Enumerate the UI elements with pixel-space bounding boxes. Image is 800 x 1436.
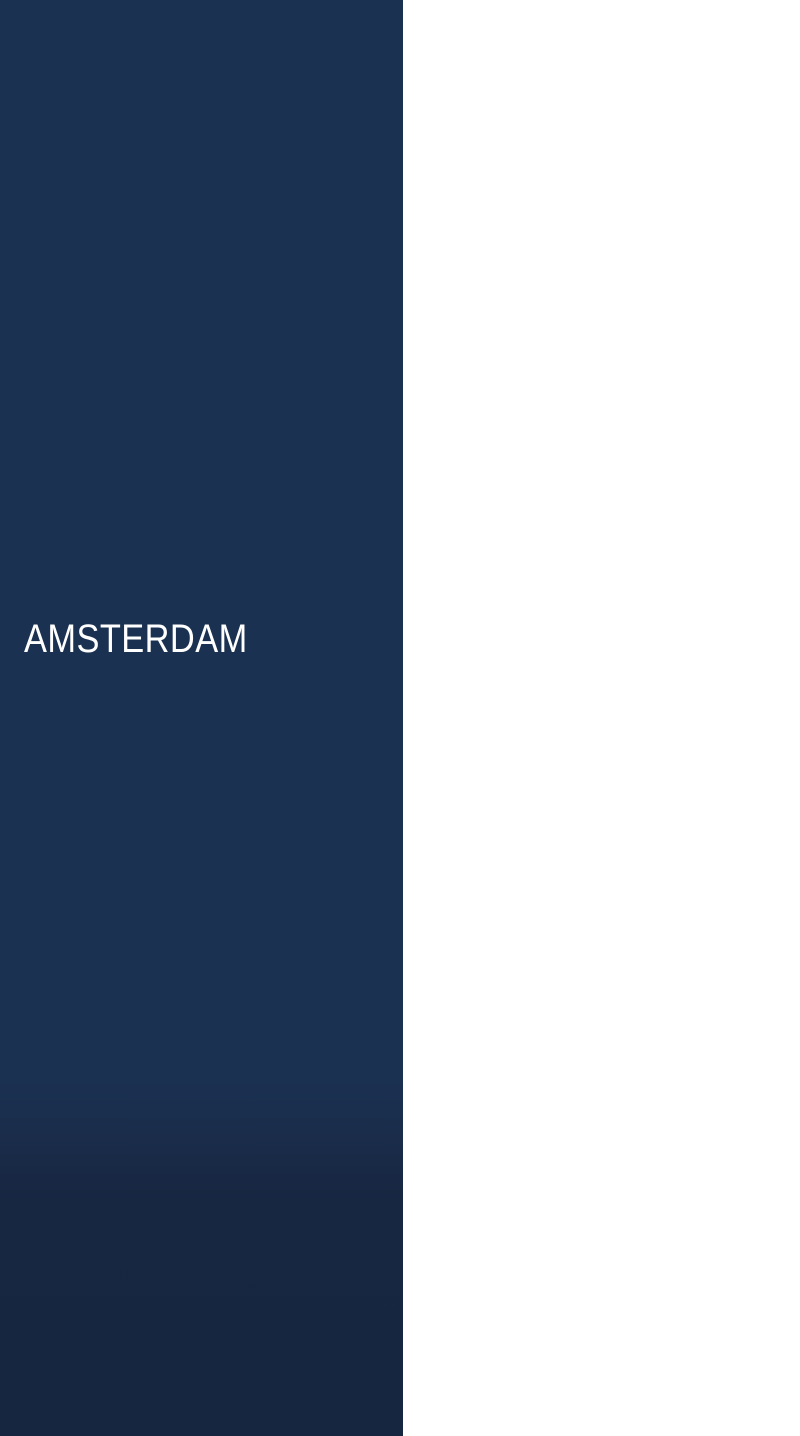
city-panel[interactable]: AMSTERDAM <box>0 0 403 1436</box>
city-title: AMSTERDAM <box>24 617 248 661</box>
content-panel <box>403 0 800 1436</box>
